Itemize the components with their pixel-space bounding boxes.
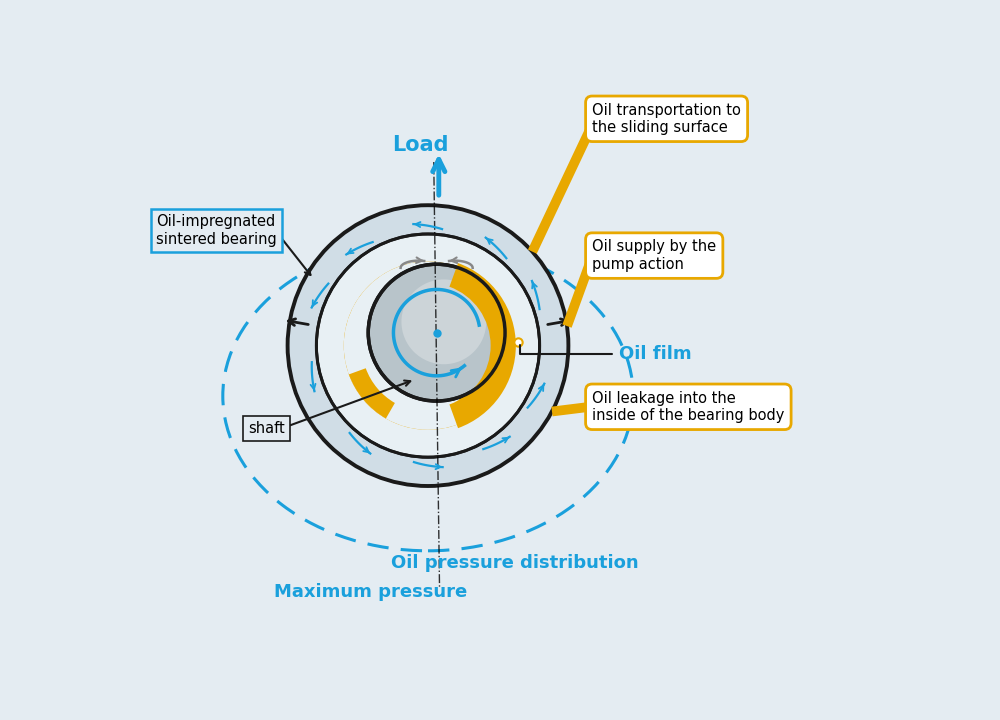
Circle shape [288,205,568,486]
Text: Oil-impregnated
sintered bearing: Oil-impregnated sintered bearing [156,215,277,246]
Text: Oil leakage into the
inside of the bearing body: Oil leakage into the inside of the beari… [592,391,785,423]
Text: Oil transportation to
the sliding surface: Oil transportation to the sliding surfac… [592,102,741,135]
Circle shape [368,264,505,401]
Text: Oil film: Oil film [619,346,691,364]
Circle shape [344,261,512,430]
Circle shape [401,279,486,364]
Text: Oil pressure distribution: Oil pressure distribution [391,554,638,572]
Wedge shape [449,263,516,428]
Text: shaft: shaft [248,421,285,436]
Text: Load: Load [392,135,448,155]
Wedge shape [349,368,395,418]
Circle shape [316,234,540,457]
Wedge shape [344,261,470,430]
Text: Maximum pressure: Maximum pressure [274,583,467,601]
Text: Oil supply by the
pump action: Oil supply by the pump action [592,240,716,272]
